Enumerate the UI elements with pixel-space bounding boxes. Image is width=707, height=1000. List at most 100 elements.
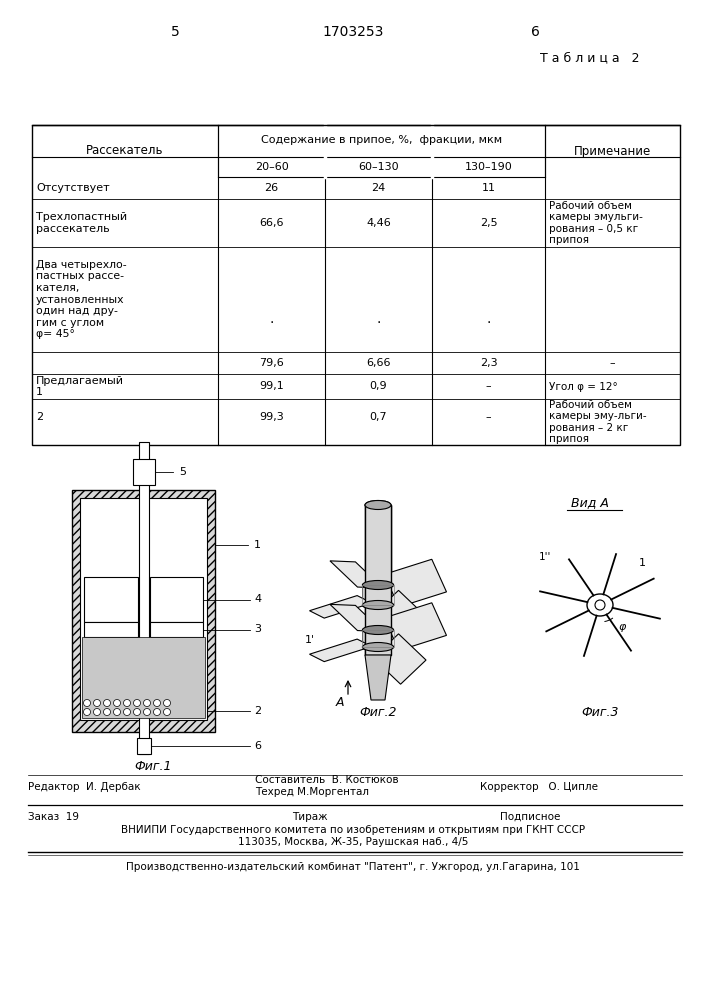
- Text: 6: 6: [530, 25, 539, 39]
- Circle shape: [144, 700, 151, 706]
- Bar: [149, 577, 203, 622]
- Text: 3: 3: [254, 624, 261, 635]
- Polygon shape: [365, 655, 391, 700]
- Circle shape: [124, 700, 131, 706]
- Text: Тираж: Тираж: [292, 812, 328, 822]
- Bar: [363, 630, 394, 647]
- Ellipse shape: [363, 626, 394, 635]
- Text: 1: 1: [254, 540, 261, 550]
- Text: Примечание: Примечание: [574, 144, 651, 157]
- Bar: [365, 505, 391, 655]
- Polygon shape: [310, 639, 372, 662]
- Text: 1'': 1'': [539, 552, 551, 562]
- Text: ·: ·: [486, 316, 491, 330]
- Ellipse shape: [363, 580, 394, 589]
- Polygon shape: [373, 590, 426, 641]
- Text: 66,6: 66,6: [259, 218, 284, 228]
- Circle shape: [163, 700, 170, 706]
- Text: Рассекатель: Рассекатель: [86, 144, 164, 157]
- Bar: [149, 622, 203, 637]
- Text: Фиг.3: Фиг.3: [581, 706, 619, 718]
- Ellipse shape: [363, 600, 394, 609]
- Text: Отсутствует: Отсутствует: [36, 183, 110, 193]
- Text: Заказ  19: Заказ 19: [28, 812, 79, 822]
- Polygon shape: [310, 596, 372, 618]
- Text: 79,6: 79,6: [259, 358, 284, 368]
- Circle shape: [103, 700, 110, 706]
- Text: Предлагаемый
1: Предлагаемый 1: [36, 376, 124, 397]
- Text: 99,3: 99,3: [259, 412, 284, 422]
- Polygon shape: [330, 561, 383, 588]
- Text: 6,66: 6,66: [366, 358, 391, 368]
- Text: Рабочий объем
камеры эмульги-
рования – 0,5 кг
припоя: Рабочий объем камеры эмульги- рования – …: [549, 201, 643, 245]
- Ellipse shape: [587, 594, 613, 616]
- Circle shape: [114, 700, 120, 706]
- Circle shape: [134, 700, 141, 706]
- Text: А: А: [336, 696, 344, 708]
- Circle shape: [595, 600, 605, 610]
- Bar: [363, 585, 394, 605]
- Text: –: –: [486, 381, 491, 391]
- Text: Техред М.Моргентал: Техред М.Моргентал: [255, 787, 369, 797]
- Bar: [82, 637, 205, 718]
- Text: –: –: [486, 412, 491, 422]
- Text: Редактор  И. Дербак: Редактор И. Дербак: [28, 782, 141, 792]
- Text: 6: 6: [254, 741, 261, 751]
- Polygon shape: [330, 604, 383, 632]
- Text: 4,46: 4,46: [366, 218, 391, 228]
- Text: ·: ·: [269, 316, 274, 330]
- Bar: [80, 498, 207, 720]
- Text: Подписное: Подписное: [500, 812, 561, 822]
- Bar: [363, 630, 394, 647]
- Text: Угол φ = 12°: Угол φ = 12°: [549, 381, 618, 391]
- Bar: [139, 442, 148, 754]
- Text: 60–130: 60–130: [358, 162, 399, 172]
- Circle shape: [93, 708, 100, 716]
- Circle shape: [93, 700, 100, 706]
- Text: 2: 2: [254, 706, 261, 716]
- Text: Содержание в припое, %,  фракции, мкм: Содержание в припое, %, фракции, мкм: [261, 135, 502, 145]
- Text: Вид А: Вид А: [571, 496, 609, 510]
- Text: 113035, Москва, Ж-35, Раушская наб., 4/5: 113035, Москва, Ж-35, Раушская наб., 4/5: [238, 837, 468, 847]
- Text: Составитель  В. Костюков: Составитель В. Костюков: [255, 775, 399, 785]
- Text: 0,9: 0,9: [370, 381, 387, 391]
- Text: 26: 26: [264, 183, 279, 193]
- Bar: [32, 125, 680, 445]
- Polygon shape: [384, 603, 447, 651]
- Text: Производственно-издательский комбинат "Патент", г. Ужгород, ул.Гагарина, 101: Производственно-издательский комбинат "П…: [126, 862, 580, 872]
- Text: 99,1: 99,1: [259, 381, 284, 391]
- Circle shape: [163, 708, 170, 716]
- Polygon shape: [373, 634, 426, 684]
- Text: Фиг.2: Фиг.2: [359, 706, 397, 718]
- Bar: [72, 490, 215, 732]
- Text: 11: 11: [481, 183, 496, 193]
- Ellipse shape: [363, 643, 394, 652]
- Circle shape: [144, 708, 151, 716]
- Text: 4: 4: [254, 594, 261, 604]
- Text: Трехлопастный
рассекатель: Трехлопастный рассекатель: [36, 212, 127, 234]
- Text: ·: ·: [376, 316, 380, 330]
- Text: 2,5: 2,5: [479, 218, 497, 228]
- Circle shape: [153, 700, 160, 706]
- Circle shape: [134, 708, 141, 716]
- Bar: [132, 459, 155, 485]
- Text: 1': 1': [305, 635, 315, 645]
- Text: Фиг.1: Фиг.1: [135, 760, 173, 774]
- Circle shape: [83, 708, 90, 716]
- Ellipse shape: [365, 500, 391, 510]
- Circle shape: [124, 708, 131, 716]
- Text: φ: φ: [619, 622, 626, 632]
- Bar: [84, 577, 137, 622]
- Ellipse shape: [363, 580, 394, 589]
- Text: 5: 5: [180, 467, 187, 477]
- Bar: [365, 505, 391, 655]
- Circle shape: [114, 708, 120, 716]
- Text: Корректор   О. Ципле: Корректор О. Ципле: [480, 782, 598, 792]
- Text: 2: 2: [36, 412, 43, 422]
- Ellipse shape: [363, 643, 394, 652]
- Text: 0,7: 0,7: [370, 412, 387, 422]
- Text: 1703253: 1703253: [322, 25, 384, 39]
- Text: 1: 1: [638, 558, 645, 568]
- Ellipse shape: [363, 626, 394, 635]
- Text: 24: 24: [371, 183, 385, 193]
